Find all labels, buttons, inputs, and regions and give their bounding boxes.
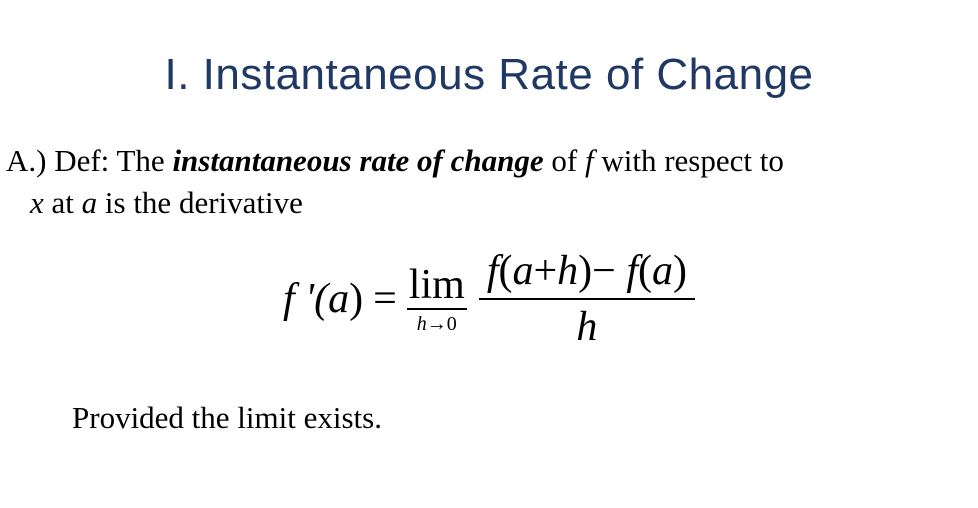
num-close1: ) [578,248,592,294]
num-a2: a [652,248,673,294]
formula-fraction: f(a+h)− f(a) h [479,250,695,348]
def-mid1: of [544,143,585,178]
def-lead: A.) Def: The [6,143,172,178]
provided-text: Provided the limit exists. [72,400,382,436]
formula-lhs: f '(a) [283,278,363,320]
num-open1: ( [498,248,512,294]
def-at: at [44,185,82,220]
def-tail: is the derivative [97,185,303,220]
def-mid2: with respect to [594,143,784,178]
def-f: f [585,143,594,178]
fraction-denominator: h [576,300,597,348]
lim-subscript: h→0 [417,314,457,334]
num-h: h [557,248,578,294]
num-a1: a [512,248,533,294]
num-f1: f [487,248,499,294]
num-plus: + [533,248,557,294]
num-f2: f [626,248,638,294]
derivative-formula: f '(a) = lim h→0 f(a+h)− f(a) h [0,250,978,348]
lhs-close: ) [349,276,363,322]
def-x: x [30,185,44,220]
slide-title: I. Instantaneous Rate of Change [0,50,978,100]
fraction-numerator: f(a+h)− f(a) [479,250,695,300]
lim-h: h [417,313,427,335]
formula-lim: lim h→0 [407,264,467,334]
def-term: instantaneous rate of change [172,143,543,178]
num-open2: ( [638,248,652,294]
lhs-prime: '( [295,276,328,322]
lhs-f: f [283,276,295,322]
definition-text: A.) Def: The instantaneous rate of chang… [6,140,966,224]
def-a: a [82,185,98,220]
formula-equals: = [373,278,397,320]
slide: I. Instantaneous Rate of Change A.) Def:… [0,0,978,508]
lim-arrow: → [427,313,447,335]
lhs-a: a [328,276,349,322]
lim-zero: 0 [447,313,457,335]
num-minus: − [592,248,616,294]
num-close2: ) [673,248,687,294]
lim-text: lim [407,264,467,310]
